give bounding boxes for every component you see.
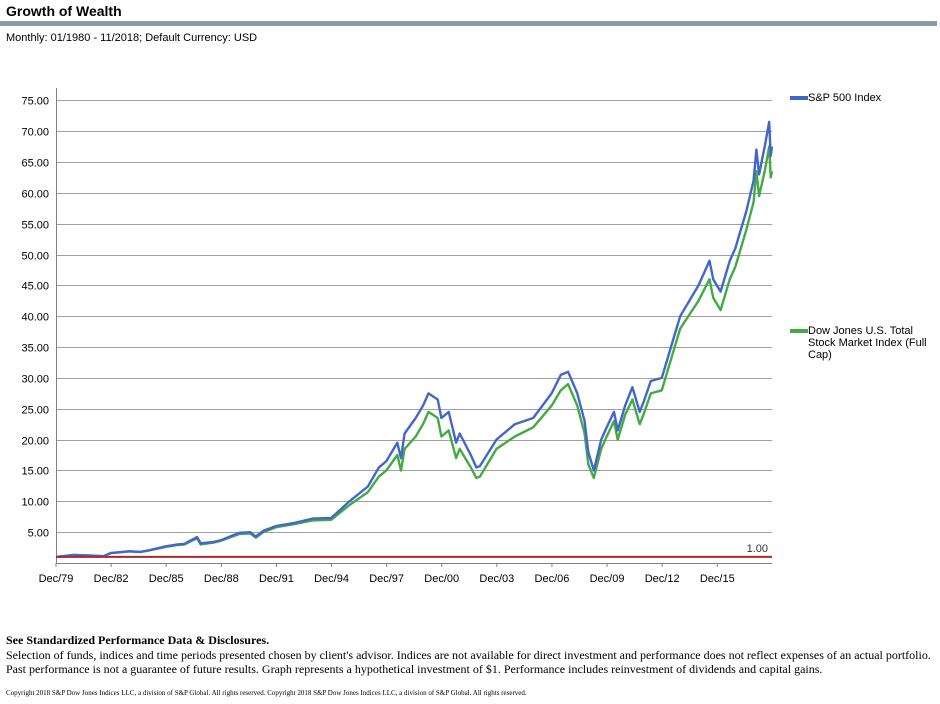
y-tick-label: 75.00	[21, 96, 49, 108]
y-tick-label: 55.00	[21, 220, 49, 232]
chart-title: Growth of Wealth	[6, 3, 122, 19]
y-tick-label: 5.00	[28, 528, 49, 540]
x-tick-label: Dec/79	[39, 573, 74, 585]
x-tick-label: Dec/91	[259, 573, 294, 585]
disclosure-link[interactable]: See Standardized Performance Data & Disc…	[6, 633, 270, 647]
y-tick-label: 65.00	[21, 158, 49, 170]
y-tick-label: 15.00	[21, 466, 49, 478]
x-tick-label: Dec/09	[590, 573, 625, 585]
y-tick-label: 40.00	[21, 312, 49, 324]
x-tick-label: Dec/88	[204, 573, 239, 585]
baseline-label: 1.00	[747, 543, 768, 555]
legend-label-sp500: S&P 500 Index	[808, 92, 882, 104]
y-tick-label: 35.00	[21, 343, 49, 355]
title-divider	[0, 21, 937, 26]
series-line-sp500	[57, 120, 774, 558]
y-tick-label: 25.00	[21, 405, 49, 417]
series-lines	[56, 120, 774, 558]
legend-label-dow-jones: Dow Jones U.S. Total Stock Market Index …	[808, 325, 927, 361]
y-tick-label: 30.00	[21, 374, 49, 386]
y-tick-label: 70.00	[21, 127, 49, 139]
x-tick-label: Dec/97	[369, 573, 404, 585]
copyright-text: Copyright 2018 S&P Dow Jones Indices LLC…	[6, 689, 527, 697]
y-tick-label: 60.00	[21, 189, 49, 201]
x-tick-label: Dec/06	[535, 573, 570, 585]
axes	[55, 88, 772, 567]
y-tick-label: 45.00	[21, 281, 49, 293]
x-tick-label: Dec/03	[479, 573, 514, 585]
legend-swatch-sp500	[790, 96, 808, 100]
legend-swatch-dow-jones	[790, 329, 808, 333]
x-tick-label: Dec/82	[94, 573, 129, 585]
disclosure-text: Selection of funds, indices and time per…	[6, 648, 931, 676]
x-tick-label: Dec/85	[149, 573, 184, 585]
tick-labels: 5.00 10.00 15.00 20.00 25.00 30.00 35.00 40.00 4…	[21, 96, 768, 586]
series-line-dow-jones	[57, 145, 774, 558]
grid-lines	[56, 100, 772, 533]
chart-subtitle: Monthly: 01/1980 - 11/2018; Default Curr…	[6, 32, 258, 44]
x-tick-label: Dec/15	[700, 573, 735, 585]
y-tick-label: 10.00	[21, 497, 49, 509]
y-tick-label: 20.00	[21, 436, 49, 448]
x-tick-label: Dec/94	[314, 573, 349, 585]
x-tick-label: Dec/12	[645, 573, 680, 585]
x-tick-label: Dec/00	[424, 573, 459, 585]
y-tick-label: 50.00	[21, 251, 49, 263]
